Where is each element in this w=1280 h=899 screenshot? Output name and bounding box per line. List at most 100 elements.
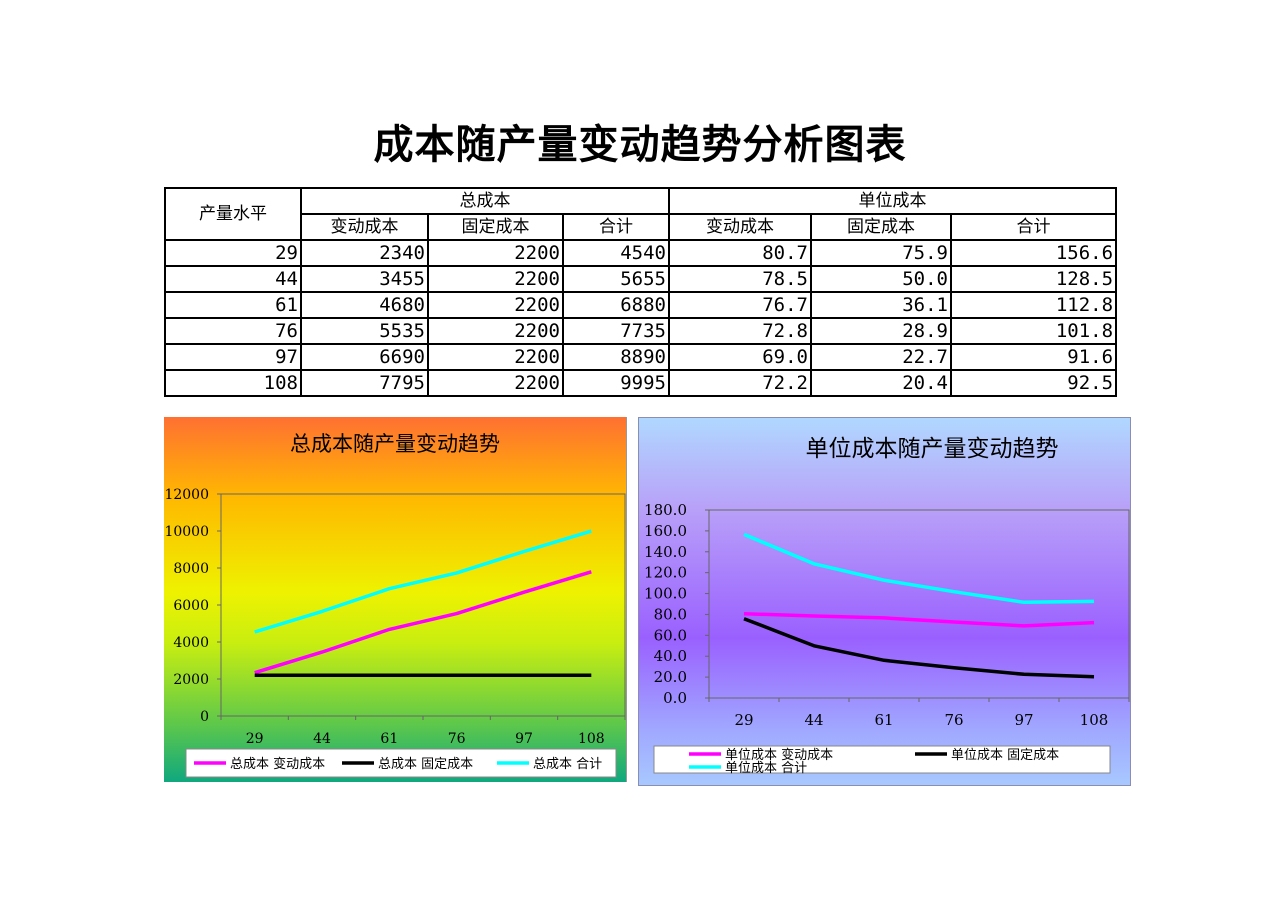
table-cell: 76.7: [668, 291, 812, 319]
table-cell: 7735: [562, 317, 670, 345]
table-cell: 76: [164, 317, 302, 345]
legend-label: 单位成本 变动成本: [725, 747, 833, 763]
x-tick-label: 29: [734, 711, 753, 729]
y-tick-label: 0: [200, 709, 209, 725]
plot-area: [708, 509, 1130, 699]
legend: [185, 748, 617, 778]
series-line-2: [743, 617, 1095, 679]
y-tick-label: 120.0: [644, 564, 687, 582]
y-tick-label: 180.0: [644, 501, 687, 519]
table-cell: 8890: [562, 343, 670, 371]
header-unit-sum: 合计: [949, 213, 1118, 241]
table-row: 97 6690 2200 8890 69.0 22.7 91.6: [164, 343, 1118, 371]
table-cell: 80.7: [668, 239, 812, 267]
table-cell: 5535: [300, 317, 429, 345]
total-cost-chart-panel: 总成本随产量变动趋势 0 2000 4000 6000 8000 10000 12000 29 4…: [164, 417, 627, 782]
table-cell: 156.6: [949, 239, 1118, 267]
legend-label: 单位成本 固定成本: [951, 748, 1059, 763]
series-line-1: [743, 611, 1095, 628]
total-cost-chart: 总成本随产量变动趋势 0 2000 4000 6000 8000 10000 12000 29 4…: [164, 432, 626, 778]
legend-label: 总成本 变动成本: [230, 756, 325, 772]
table-cell: 4680: [300, 291, 429, 319]
table-cell: 3455: [300, 265, 429, 293]
table-cell: 2200: [427, 369, 564, 397]
x-tick-label: 108: [1080, 711, 1109, 729]
table-cell: 36.1: [810, 291, 952, 319]
header-total-sum: 合计: [562, 213, 670, 241]
table-cell: 28.9: [810, 317, 952, 345]
table-cell: 2200: [427, 317, 564, 345]
x-tick-label: 97: [1014, 711, 1033, 729]
y-tick-label: 160.0: [644, 522, 687, 540]
x-tick-label: 61: [380, 731, 398, 747]
series-line-1: [254, 570, 592, 675]
x-tick-label: 61: [874, 711, 893, 729]
table-cell: 112.8: [949, 291, 1118, 319]
legend: [653, 745, 1111, 774]
table-cell: 20.4: [810, 369, 952, 397]
table-cell: 4540: [562, 239, 670, 267]
y-tick-label: 0.0: [663, 689, 687, 707]
table-cell: 108: [164, 369, 302, 397]
y-tick-label: 2000: [173, 672, 209, 688]
y-tick-label: 80.0: [654, 605, 687, 623]
series-line-3: [254, 529, 592, 634]
table-cell: 50.0: [810, 265, 952, 293]
y-tick-label: 20.0: [654, 668, 687, 686]
table-row: 76 5535 2200 7735 72.8 28.9 101.8: [164, 317, 1118, 345]
table-cell: 101.8: [949, 317, 1118, 345]
series-line-3: [743, 532, 1095, 605]
table-cell: 7795: [300, 369, 429, 397]
x-tick-label: 97: [515, 731, 533, 747]
x-tick-label: 44: [313, 731, 331, 747]
table-row: 29 2340 2200 4540 80.7 75.9 156.6: [164, 239, 1118, 267]
table-cell: 128.5: [949, 265, 1118, 293]
legend-label: 总成本 固定成本: [378, 757, 473, 772]
table-cell: 69.0: [668, 343, 812, 371]
header-total-variable: 变动成本: [300, 213, 429, 241]
header-total-cost: 总成本: [300, 187, 670, 215]
table-cell: 2340: [300, 239, 429, 267]
chart-title: 单位成本随产量变动趋势: [806, 436, 1059, 462]
unit-cost-chart-panel: 单位成本随产量变动趋势 0.0 20.0 40.0 60.0 80.0 100.0 120.0…: [638, 417, 1131, 786]
table-row: 108 7795 2200 9995 72.2 20.4 92.5: [164, 369, 1118, 397]
page-title: 成本随产量变动趋势分析图表: [373, 121, 907, 168]
cost-table: 产量水平 总成本 单位成本 变动成本 固定成本 合计 变动成本 固定成本 合计 …: [164, 187, 1118, 397]
table-cell: 5655: [562, 265, 670, 293]
table-cell: 91.6: [949, 343, 1118, 371]
y-tick-label: 140.0: [644, 543, 687, 561]
header-unit-cost: 单位成本: [667, 187, 1118, 215]
x-tick-label: 108: [578, 731, 605, 747]
table-row: 44 3455 2200 5655 78.5 50.0 128.5: [164, 265, 1118, 293]
table-cell: 2200: [427, 239, 564, 267]
table-cell: 22.7: [810, 343, 952, 371]
legend-label: 单位成本 合计: [725, 761, 807, 776]
table-cell: 61: [164, 291, 302, 319]
x-tick-label: 44: [804, 711, 823, 729]
table-cell: 97: [164, 343, 302, 371]
y-tick-label: 6000: [173, 598, 209, 614]
table-cell: 6880: [562, 291, 670, 319]
y-tick-label: 40.0: [654, 647, 687, 665]
legend-label: 总成本 合计: [533, 757, 602, 772]
header-production-level: 产量水平: [164, 187, 302, 241]
x-tick-label: 76: [944, 711, 963, 729]
table-cell: 2200: [427, 291, 564, 319]
table-cell: 44: [164, 265, 302, 293]
table-cell: 29: [164, 239, 302, 267]
y-tick-label: 60.0: [654, 626, 687, 644]
table-cell: 72.8: [668, 317, 812, 345]
x-tick-label: 29: [246, 731, 264, 747]
y-tick-label: 8000: [173, 561, 209, 577]
table-cell: 9995: [562, 369, 670, 397]
header-unit-variable: 变动成本: [668, 213, 812, 241]
header-total-fixed: 固定成本: [427, 213, 564, 241]
plot-area: [220, 493, 626, 717]
table-cell: 2200: [427, 343, 564, 371]
table-cell: 6690: [300, 343, 429, 371]
table-cell: 92.5: [949, 369, 1118, 397]
y-tick-label: 12000: [164, 487, 209, 503]
y-tick-label: 100.0: [644, 585, 687, 603]
y-tick-label: 4000: [173, 635, 209, 651]
table-row: 61 4680 2200 6880 76.7 36.1 112.8: [164, 291, 1118, 319]
